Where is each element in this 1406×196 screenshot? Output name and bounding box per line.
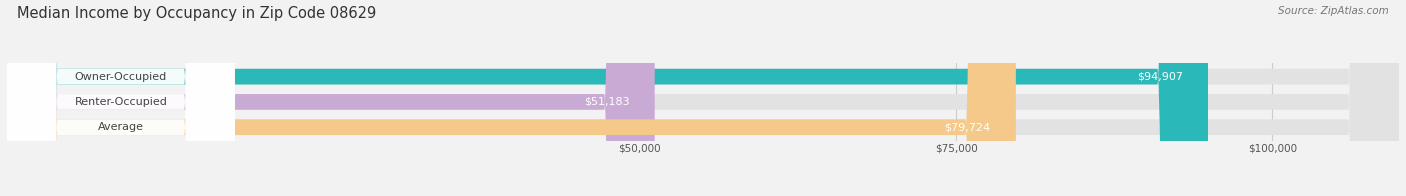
Text: $51,183: $51,183 xyxy=(583,97,630,107)
FancyBboxPatch shape xyxy=(7,0,655,196)
FancyBboxPatch shape xyxy=(7,0,1017,196)
Text: Owner-Occupied: Owner-Occupied xyxy=(75,72,167,82)
Text: $94,907: $94,907 xyxy=(1136,72,1182,82)
FancyBboxPatch shape xyxy=(7,0,1208,196)
Text: Median Income by Occupancy in Zip Code 08629: Median Income by Occupancy in Zip Code 0… xyxy=(17,6,377,21)
Text: $79,724: $79,724 xyxy=(945,122,991,132)
FancyBboxPatch shape xyxy=(7,0,1399,196)
Text: Average: Average xyxy=(98,122,143,132)
FancyBboxPatch shape xyxy=(7,0,235,196)
FancyBboxPatch shape xyxy=(7,0,235,196)
FancyBboxPatch shape xyxy=(7,0,235,196)
FancyBboxPatch shape xyxy=(7,0,1399,196)
Text: Source: ZipAtlas.com: Source: ZipAtlas.com xyxy=(1278,6,1389,16)
FancyBboxPatch shape xyxy=(7,0,1399,196)
Text: Renter-Occupied: Renter-Occupied xyxy=(75,97,167,107)
